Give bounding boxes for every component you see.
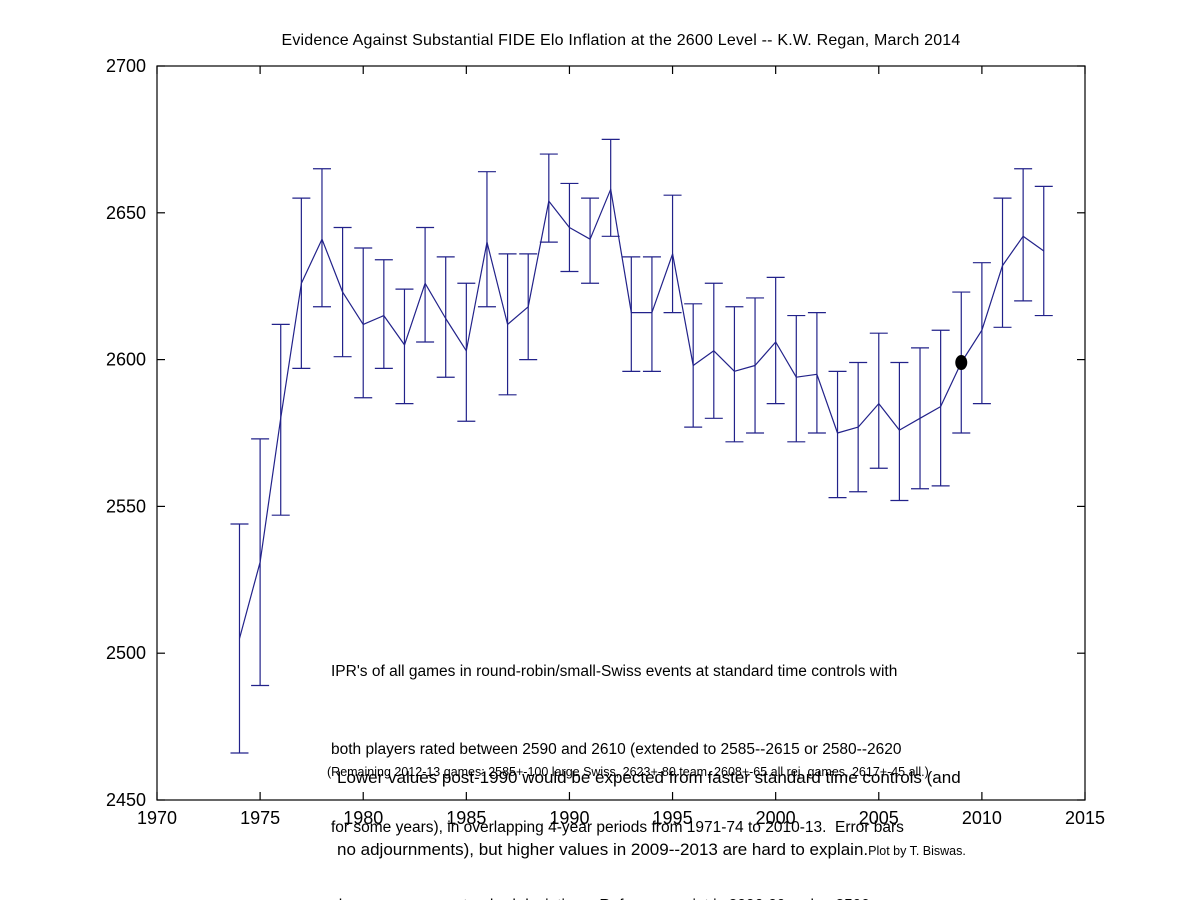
y-tick-label: 2600: [106, 350, 146, 370]
annotation-line: shown are +- one standard deviation. Ref…: [331, 893, 904, 900]
x-tick-label: 1995: [653, 808, 693, 828]
x-tick-label: 1985: [446, 808, 486, 828]
plot-frame: [156, 65, 1086, 801]
x-tick-label: 1970: [137, 808, 177, 828]
x-tick-label: 1975: [240, 808, 280, 828]
y-tick-label: 2500: [106, 643, 146, 663]
chart-title: Evidence Against Substantial FIDE Elo In…: [281, 32, 961, 49]
plot-credit: Plot by T. Biswas.: [868, 844, 966, 858]
y-tick-label: 2700: [106, 56, 146, 76]
annotation-line: both players rated between 2590 and 2610…: [331, 741, 902, 758]
annotation-line-text: no adjournments), but higher values in 2…: [337, 840, 869, 859]
annotation-line: for some years), in overlapping 4-year p…: [331, 819, 904, 836]
annotation-paragraph-1: IPR's of all games in round-robin/small-…: [331, 607, 904, 900]
annotation-line: Lower values post-1990 would be expected…: [337, 768, 961, 787]
y-tick-label: 2450: [106, 790, 146, 810]
annotation-paragraph-2: Lower values post-1990 would be expected…: [337, 718, 966, 900]
x-tick-label: 2015: [1065, 808, 1105, 828]
ipr-line: [238, 188, 1045, 639]
annotation-footnote: (Remaining 2012-13 games: 2585+-100 larg…: [327, 765, 929, 779]
x-tick-label: 1980: [343, 808, 383, 828]
x-tick-label: 2005: [859, 808, 899, 828]
y-tick-label: 2650: [106, 203, 146, 223]
y-tick-label: 2550: [106, 496, 146, 516]
x-tick-label: 2000: [756, 808, 796, 828]
x-tick-label: 2010: [962, 808, 1002, 828]
annotation-line: IPR's of all games in round-robin/small-…: [331, 663, 898, 680]
x-tick-label: 1990: [549, 808, 589, 828]
annotation-line: no adjournments), but higher values in 2…: [337, 838, 966, 863]
reference-point: [955, 355, 968, 371]
